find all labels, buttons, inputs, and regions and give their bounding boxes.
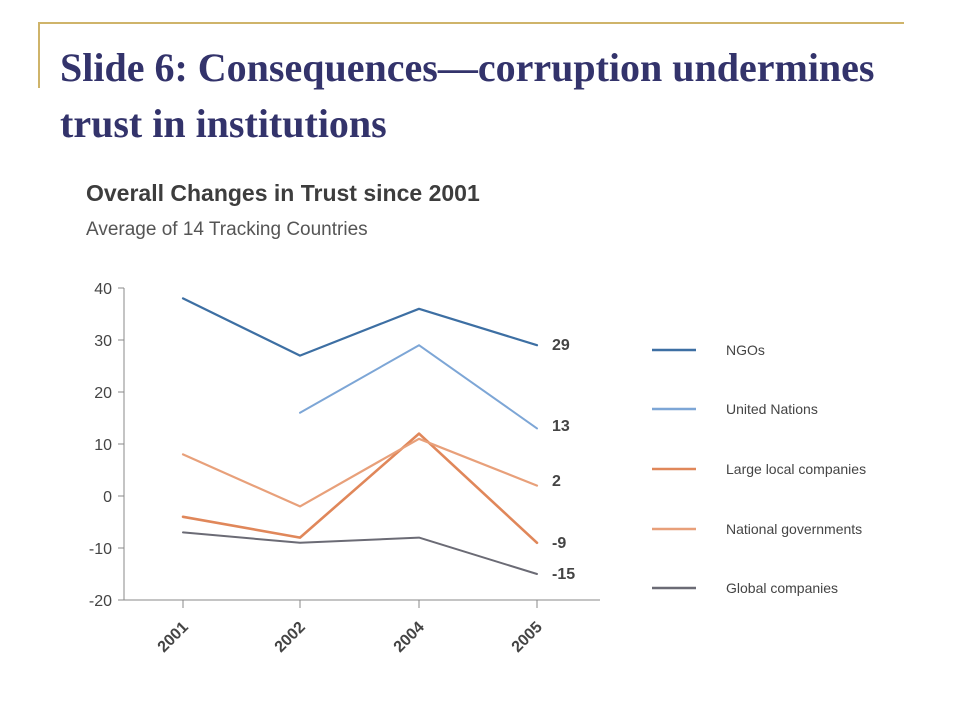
x-tick-label: 2005 <box>509 619 546 656</box>
chart-title: Overall Changes in Trust since 2001 <box>86 180 480 206</box>
series-line <box>181 437 539 508</box>
series-line <box>181 297 539 357</box>
y-tick-label: 10 <box>94 437 112 454</box>
slide-title: Slide 6: Consequences—corruption undermi… <box>60 45 875 146</box>
series-line <box>299 344 538 430</box>
title-side-rule <box>38 22 40 88</box>
x-tick-label: 2001 <box>155 619 192 656</box>
series-end-label: -15 <box>552 566 575 583</box>
series-end-label: 13 <box>552 418 570 435</box>
series-end-label: 29 <box>552 337 570 354</box>
x-tick-label: 2002 <box>272 619 309 656</box>
series-line <box>182 531 538 575</box>
y-tick-label: -20 <box>89 593 112 610</box>
y-tick-label: -10 <box>89 541 112 558</box>
legend-label: Large local companies <box>726 461 866 477</box>
title-top-rule <box>38 22 904 24</box>
legend-label: Global companies <box>726 580 838 596</box>
chart-subtitle: Average of 14 Tracking Countries <box>86 219 368 240</box>
y-tick-label: 40 <box>94 281 112 298</box>
y-tick-label: 0 <box>103 489 112 506</box>
legend-label: United Nations <box>726 401 818 417</box>
series-end-label: -9 <box>552 535 566 552</box>
series-line <box>181 432 539 545</box>
y-tick-label: 30 <box>94 333 112 350</box>
x-tick-label: 2004 <box>391 619 428 656</box>
y-tick-label: 20 <box>94 385 112 402</box>
series-end-label: 2 <box>552 473 561 490</box>
legend-label: NGOs <box>726 342 765 358</box>
legend-label: National governments <box>726 521 862 537</box>
